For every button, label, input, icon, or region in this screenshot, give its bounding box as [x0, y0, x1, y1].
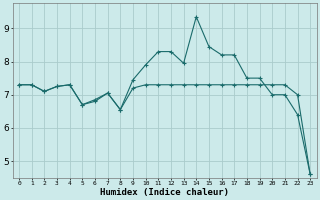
- X-axis label: Humidex (Indice chaleur): Humidex (Indice chaleur): [100, 188, 229, 197]
